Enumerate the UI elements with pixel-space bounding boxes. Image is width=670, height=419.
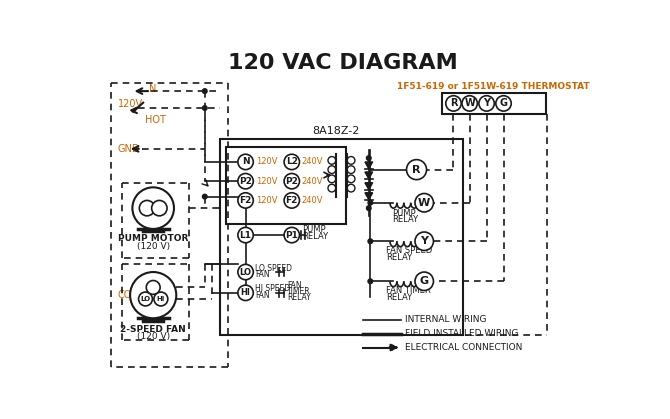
Text: R: R — [450, 98, 457, 109]
Text: G: G — [500, 98, 508, 109]
Text: 240V: 240V — [302, 196, 324, 205]
Circle shape — [284, 154, 299, 170]
Text: INTERNAL WIRING: INTERNAL WIRING — [405, 315, 486, 324]
Text: 8A18Z-2: 8A18Z-2 — [313, 126, 360, 136]
Text: 120V: 120V — [255, 196, 277, 205]
Circle shape — [415, 272, 433, 290]
Circle shape — [389, 345, 394, 350]
Text: R: R — [412, 165, 421, 175]
Text: N: N — [242, 158, 249, 166]
Circle shape — [238, 264, 253, 280]
Circle shape — [139, 200, 155, 216]
Text: HI SPEED: HI SPEED — [255, 285, 290, 293]
Text: LO: LO — [240, 268, 252, 277]
Text: 120 VAC DIAGRAM: 120 VAC DIAGRAM — [228, 53, 458, 72]
Bar — [220, 139, 463, 335]
Circle shape — [133, 187, 174, 229]
Circle shape — [479, 96, 494, 111]
Circle shape — [146, 280, 160, 295]
Text: (120 V): (120 V) — [137, 242, 170, 251]
Polygon shape — [365, 162, 373, 169]
Text: 2-SPEED FAN: 2-SPEED FAN — [121, 325, 186, 334]
Circle shape — [238, 193, 253, 208]
Text: W: W — [464, 98, 475, 109]
Text: HI: HI — [157, 296, 165, 302]
Polygon shape — [365, 172, 373, 179]
Circle shape — [238, 228, 253, 243]
Text: RELAY: RELAY — [287, 293, 311, 302]
Text: COM: COM — [118, 290, 141, 300]
Text: N: N — [149, 84, 157, 94]
Text: P2: P2 — [239, 177, 252, 186]
Circle shape — [368, 239, 373, 243]
Bar — [226, 147, 346, 223]
Text: W: W — [418, 198, 430, 208]
Text: P1: P1 — [285, 230, 298, 240]
Text: RELAY: RELAY — [392, 215, 418, 224]
Text: PUMP: PUMP — [392, 209, 415, 218]
Text: LO SPEED: LO SPEED — [255, 264, 292, 273]
Text: FAN TIMER: FAN TIMER — [386, 286, 431, 295]
Circle shape — [407, 160, 427, 180]
Text: L2: L2 — [286, 158, 297, 166]
Circle shape — [496, 96, 511, 111]
Text: 120V: 120V — [255, 177, 277, 186]
Circle shape — [202, 106, 207, 110]
Text: ELECTRICAL CONNECTION: ELECTRICAL CONNECTION — [405, 343, 523, 352]
Text: RELAY: RELAY — [303, 232, 329, 241]
Circle shape — [284, 228, 299, 243]
Circle shape — [415, 194, 433, 212]
Circle shape — [284, 173, 299, 189]
Circle shape — [368, 279, 373, 284]
Text: 240V: 240V — [302, 158, 324, 166]
Circle shape — [151, 200, 167, 216]
Text: 120V: 120V — [255, 158, 277, 166]
Text: HOT: HOT — [145, 114, 166, 124]
Polygon shape — [365, 183, 373, 190]
Circle shape — [368, 200, 373, 205]
Text: FAN: FAN — [287, 281, 302, 290]
Circle shape — [154, 292, 168, 306]
Polygon shape — [365, 193, 373, 200]
Text: Y: Y — [483, 98, 490, 109]
Text: 120V: 120V — [118, 99, 143, 109]
Circle shape — [366, 156, 371, 160]
Text: FAN: FAN — [255, 270, 269, 279]
Text: HI: HI — [241, 288, 251, 297]
Text: G: G — [419, 276, 429, 286]
Text: PUMP MOTOR: PUMP MOTOR — [118, 234, 188, 243]
Text: FAN SPEED: FAN SPEED — [386, 246, 432, 255]
Text: F2: F2 — [285, 196, 298, 205]
Text: 1F51-619 or 1F51W-619 THERMOSTAT: 1F51-619 or 1F51W-619 THERMOSTAT — [397, 82, 590, 91]
Circle shape — [202, 89, 207, 93]
Circle shape — [130, 272, 176, 318]
Bar — [442, 93, 546, 114]
Circle shape — [446, 96, 461, 111]
Circle shape — [238, 173, 253, 189]
Circle shape — [238, 285, 253, 300]
Text: F2: F2 — [239, 196, 252, 205]
Text: PUMP: PUMP — [303, 225, 326, 234]
Text: GND: GND — [118, 144, 140, 154]
Text: TIMER: TIMER — [287, 287, 311, 296]
Circle shape — [284, 193, 299, 208]
Text: Y: Y — [420, 236, 428, 246]
Circle shape — [238, 154, 253, 170]
Text: FAN: FAN — [255, 291, 269, 300]
Text: RELAY: RELAY — [386, 293, 412, 302]
Circle shape — [366, 206, 371, 210]
Circle shape — [202, 194, 207, 199]
Circle shape — [139, 292, 152, 306]
Text: RELAY: RELAY — [386, 253, 412, 262]
Circle shape — [462, 96, 477, 111]
Text: LO: LO — [141, 296, 151, 302]
Text: (120 V): (120 V) — [137, 332, 170, 341]
Text: 240V: 240V — [302, 177, 324, 186]
Text: P2: P2 — [285, 177, 298, 186]
Text: L1: L1 — [240, 230, 252, 240]
Text: FIELD INSTALLED WIRING: FIELD INSTALLED WIRING — [405, 329, 519, 338]
Circle shape — [415, 232, 433, 251]
